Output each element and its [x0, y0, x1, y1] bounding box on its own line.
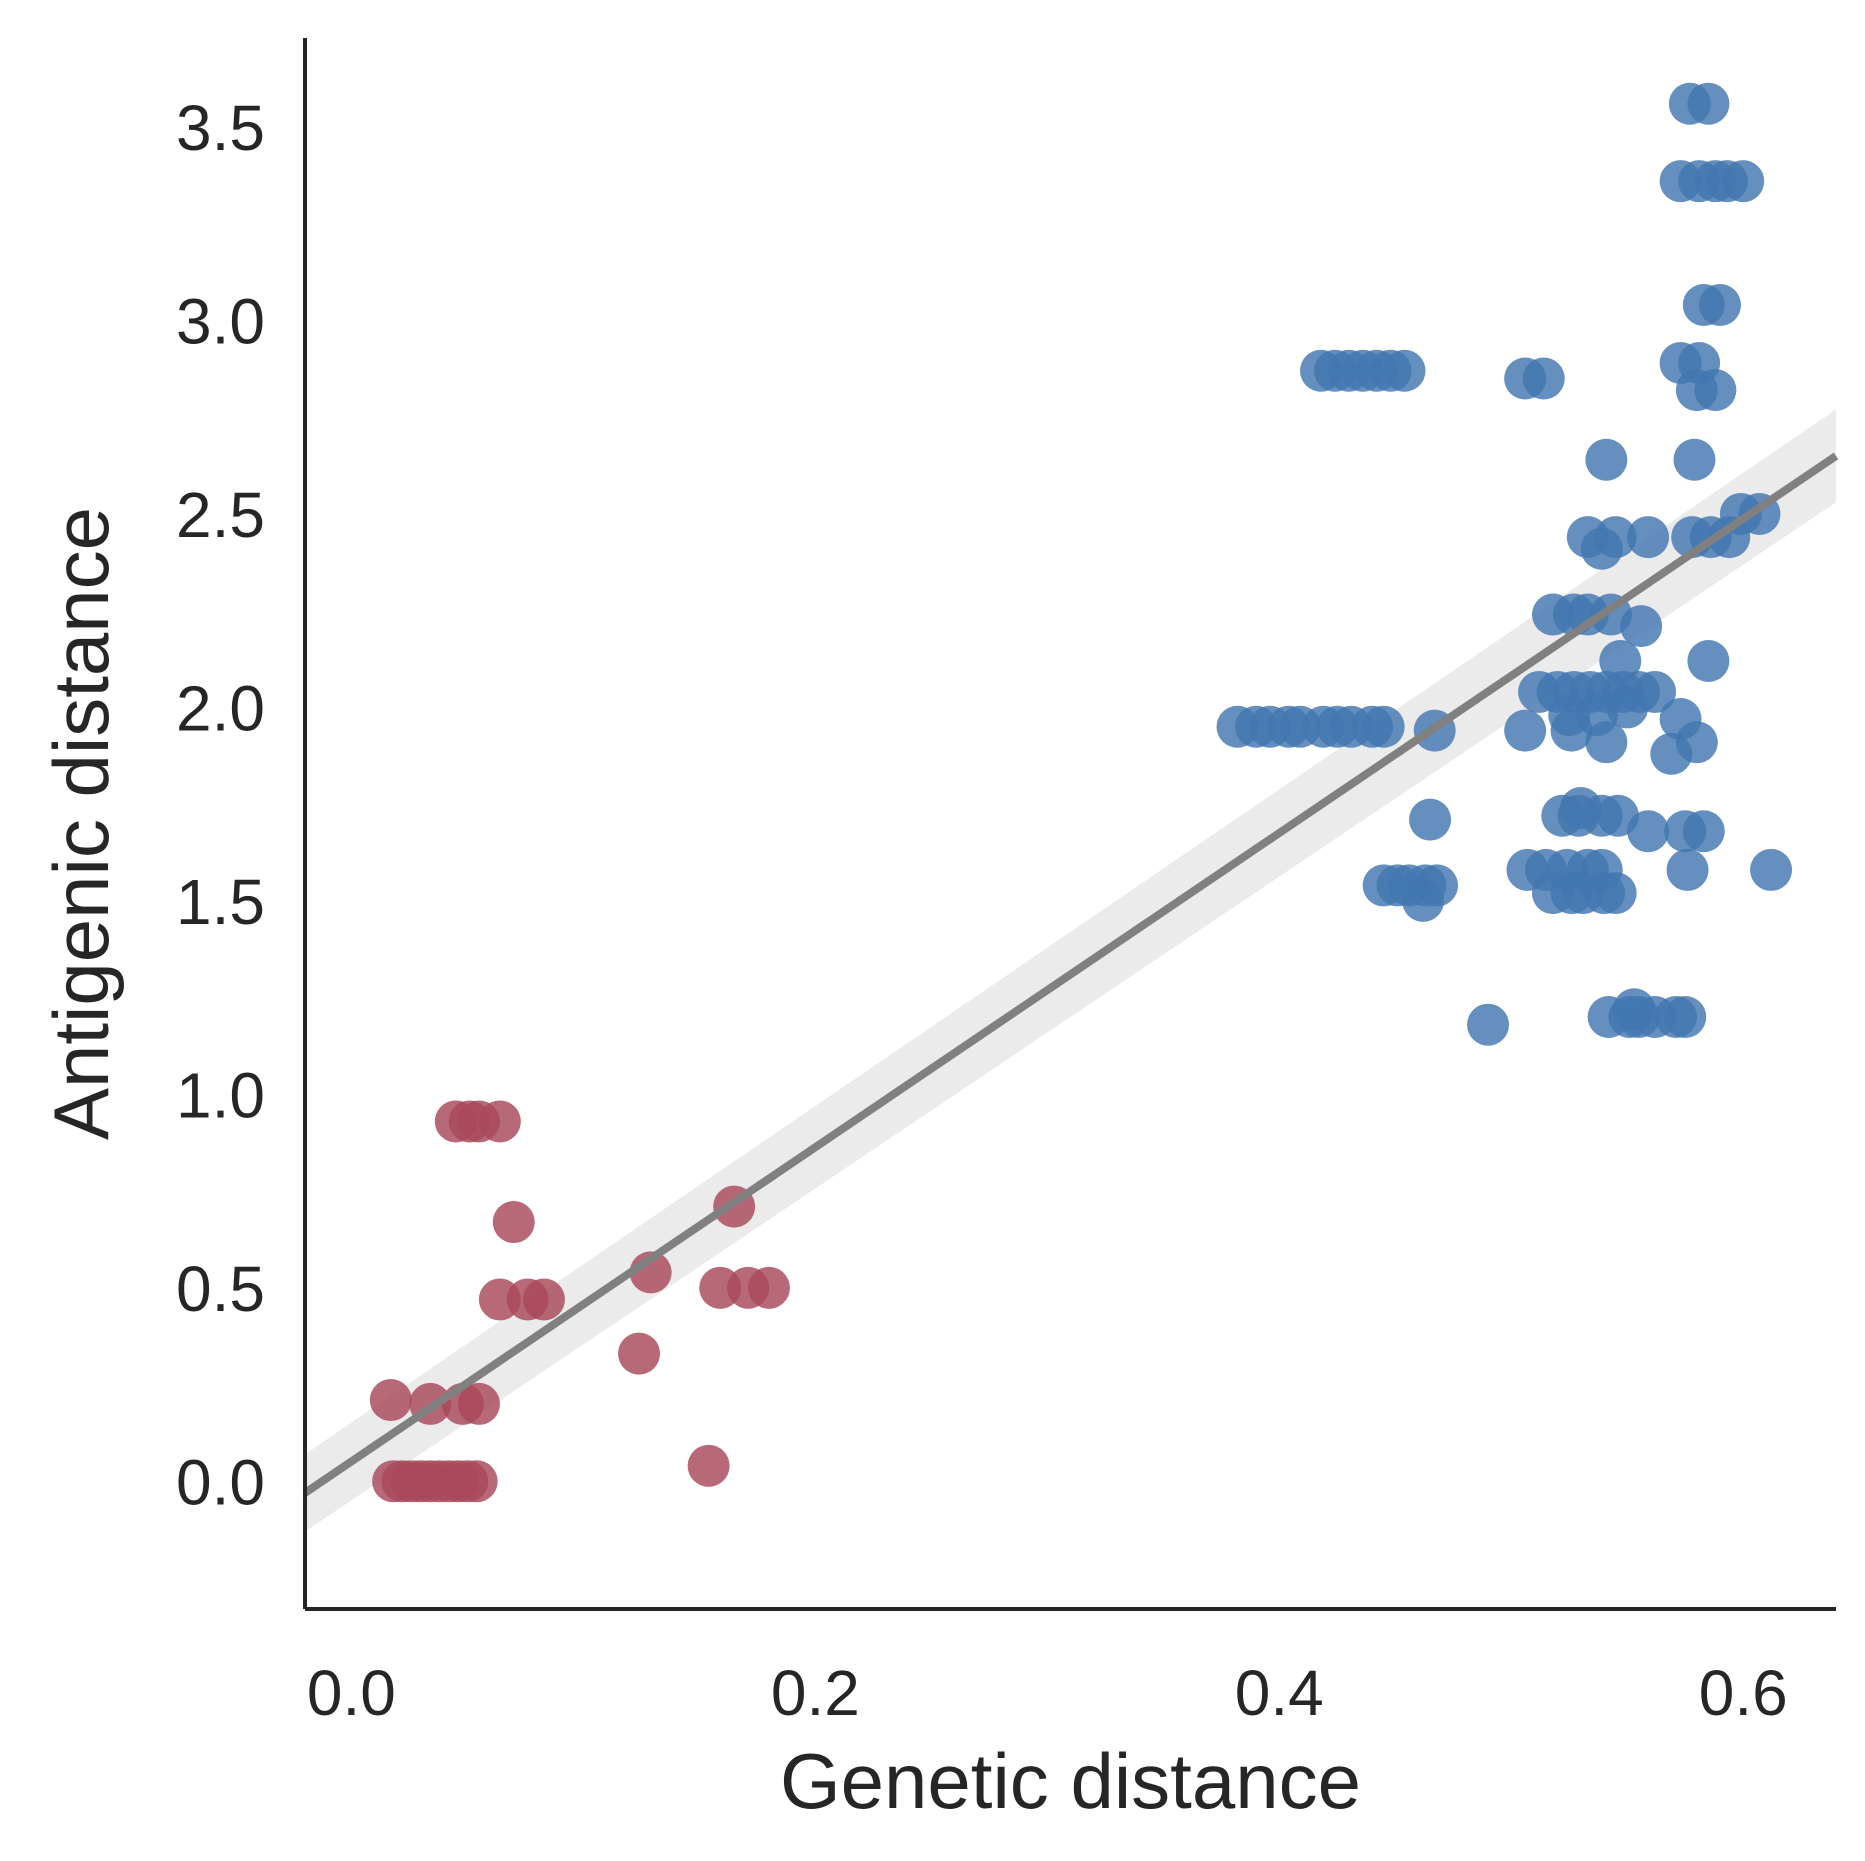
- data-point-series-2: [1666, 848, 1709, 891]
- data-point-series-2: [1620, 605, 1663, 648]
- data-point-series-2: [1585, 721, 1628, 764]
- data-point-series-2: [1627, 810, 1670, 853]
- data-point-series-2: [1550, 709, 1593, 752]
- x-tick-labels: 0.0 0.2 0.4 0.6: [307, 1657, 1788, 1729]
- data-point-series-2: [1383, 349, 1426, 392]
- data-point-series-1: [618, 1332, 661, 1375]
- data-point-series-2: [1675, 721, 1718, 764]
- points-layer: [369, 82, 1793, 1503]
- data-point-series-1: [457, 1382, 500, 1425]
- x-axis-title: Genetic distance: [780, 1737, 1361, 1825]
- data-point-series-1: [747, 1266, 790, 1309]
- data-point-series-2: [1522, 357, 1565, 400]
- data-point-series-2: [1694, 369, 1737, 412]
- data-point-series-1: [687, 1444, 730, 1487]
- data-point-series-2: [1606, 686, 1649, 729]
- data-point-series-2: [1664, 995, 1707, 1038]
- data-point-series-2: [1467, 1003, 1510, 1046]
- data-point-series-2: [1559, 787, 1602, 830]
- y-tick-label: 2.0: [176, 672, 265, 744]
- data-point-series-2: [1708, 516, 1751, 559]
- y-tick-labels: 0.0 0.5 1.0 1.5 2.0 2.5 3.0 3.5: [176, 92, 265, 1518]
- y-tick-label: 1.0: [176, 1059, 265, 1131]
- data-point-series-1: [522, 1278, 565, 1321]
- y-tick-label: 0.5: [176, 1253, 265, 1325]
- data-point-series-2: [1580, 527, 1623, 570]
- data-point-series-2: [1687, 639, 1730, 682]
- regression-line: [302, 452, 1839, 1497]
- data-point-series-2: [1504, 709, 1547, 752]
- data-point-series-2: [1687, 82, 1730, 125]
- data-point-series-2: [1682, 810, 1725, 853]
- regression-line-layer: [302, 452, 1839, 1497]
- x-tick-label: 0.0: [307, 1657, 396, 1729]
- data-point-series-1: [492, 1201, 535, 1244]
- y-tick-label: 2.5: [176, 479, 265, 551]
- data-point-series-1: [369, 1379, 412, 1422]
- data-point-series-1: [455, 1460, 498, 1503]
- data-point-series-1: [478, 1100, 521, 1143]
- data-point-series-2: [1585, 438, 1628, 481]
- data-point-series-2: [1613, 988, 1656, 1031]
- y-tick-label: 3.5: [176, 92, 265, 164]
- data-point-series-2: [1627, 516, 1670, 559]
- data-point-series-2: [1722, 160, 1765, 203]
- data-point-series-2: [1699, 283, 1742, 326]
- y-tick-label: 0.0: [176, 1446, 265, 1518]
- y-axis-title: Antigenic distance: [37, 507, 125, 1140]
- data-point-series-2: [1409, 798, 1452, 841]
- x-tick-label: 0.6: [1699, 1657, 1788, 1729]
- x-tick-label: 0.2: [771, 1657, 860, 1729]
- axes: [303, 38, 1836, 1611]
- y-tick-label: 1.5: [176, 866, 265, 938]
- data-point-series-2: [1402, 879, 1445, 922]
- data-point-series-2: [1673, 438, 1716, 481]
- data-point-series-2: [1594, 872, 1637, 915]
- data-point-series-2: [1362, 705, 1405, 748]
- y-tick-label: 3.0: [176, 285, 265, 357]
- data-point-series-2: [1750, 848, 1793, 891]
- x-tick-label: 0.4: [1235, 1657, 1324, 1729]
